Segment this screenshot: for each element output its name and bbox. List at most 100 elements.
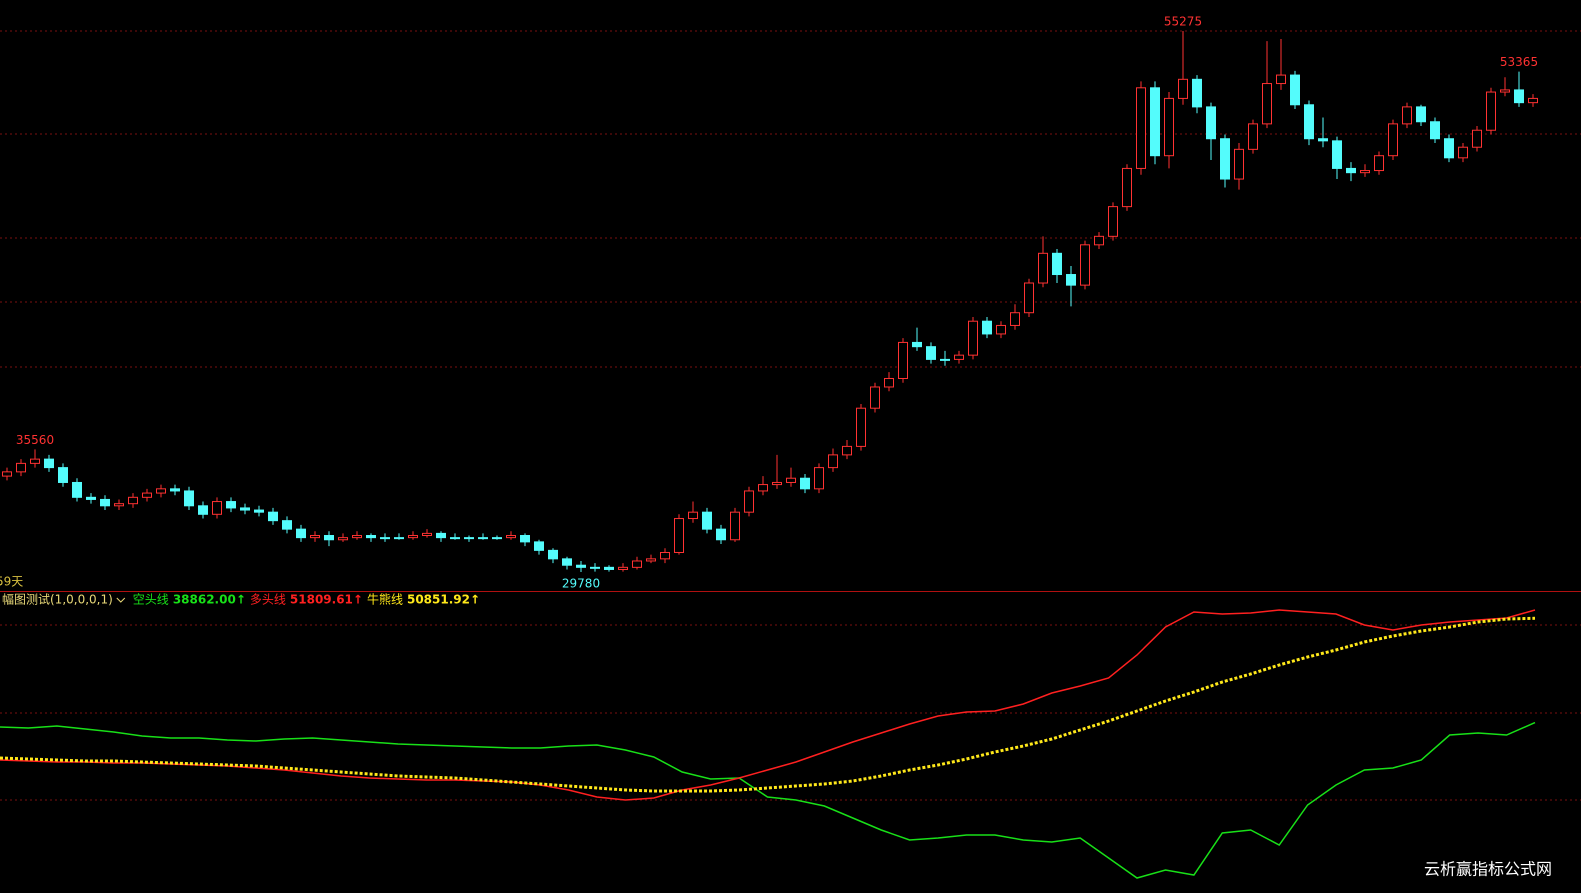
candle-body <box>534 541 544 551</box>
candle-body <box>100 498 110 507</box>
candle-body <box>1038 252 1048 284</box>
candle-body <box>702 511 712 530</box>
candle-body <box>996 324 1006 335</box>
candle-body <box>716 528 726 541</box>
candle-body <box>604 566 614 570</box>
candle-body <box>632 560 642 568</box>
candle-body <box>1528 97 1538 104</box>
legend-name: 牛熊线 <box>367 592 403 607</box>
candle-body <box>296 528 306 539</box>
candle-body <box>1052 252 1062 276</box>
candle-body <box>338 537 348 541</box>
grid <box>0 30 1581 801</box>
candle-body <box>2 471 12 477</box>
candle-body <box>1220 138 1230 180</box>
candle-body <box>492 537 502 540</box>
candle-body <box>1066 274 1076 286</box>
candle-body <box>436 532 446 539</box>
candle-body <box>1360 170 1370 174</box>
candle-body <box>156 488 166 494</box>
candle-body <box>1318 138 1328 142</box>
candle-body <box>44 458 54 469</box>
candle-body <box>1192 78 1202 108</box>
candle-body <box>1010 312 1020 326</box>
candle-body <box>1444 138 1454 159</box>
candle-body <box>422 532 432 537</box>
candle-body <box>198 505 208 515</box>
candle-body <box>1234 148 1244 180</box>
period-label: 59天 <box>0 575 23 589</box>
candle-body <box>674 518 684 553</box>
candle-body <box>86 496 96 500</box>
candle-body <box>800 477 810 490</box>
candle-body <box>380 537 390 540</box>
candle-body <box>1402 106 1412 125</box>
candle-body <box>478 537 488 540</box>
candle-body <box>324 535 334 541</box>
candle-body <box>926 346 936 360</box>
candle-body <box>1416 106 1426 123</box>
candle-body <box>1164 97 1174 157</box>
candle-body <box>170 488 180 492</box>
candle-body <box>1276 74 1286 85</box>
candle-body <box>856 407 866 447</box>
candle-body <box>1500 89 1510 93</box>
indicator-title: 幅图测试(1,0,0,0,1) <box>2 592 113 607</box>
candle-body <box>1388 123 1398 157</box>
candle-body <box>744 490 754 513</box>
candle-body <box>408 535 418 539</box>
candle-body <box>1024 282 1034 314</box>
candle-body <box>352 535 362 539</box>
candle-body <box>282 520 292 530</box>
price-annotation: 29780 <box>562 577 600 591</box>
candle-body <box>58 467 68 483</box>
candle-body <box>758 484 768 492</box>
candle-body <box>870 386 880 409</box>
candle-body <box>240 507 250 511</box>
candle-body <box>72 481 82 498</box>
legend-name: 多头线 <box>250 593 286 607</box>
candle-body <box>212 501 222 515</box>
candle-body <box>30 458 40 464</box>
candle-body <box>1094 235 1104 246</box>
legend-value: 38862.00↑ <box>173 593 246 607</box>
candle-body <box>688 511 698 520</box>
candle-body <box>660 551 670 560</box>
candle-body <box>1290 74 1300 106</box>
candle-body <box>366 535 376 539</box>
candle-body <box>842 445 852 456</box>
candle-body <box>1304 104 1314 140</box>
candle-body <box>618 566 628 570</box>
candle-body <box>268 511 278 522</box>
price-annotation: 35560 <box>16 433 54 447</box>
indicator-line <box>0 721 1536 879</box>
candle-body <box>940 358 950 361</box>
candle-body <box>968 320 978 356</box>
candle-body <box>464 537 474 540</box>
candle-body <box>548 549 558 560</box>
candle-body <box>562 558 572 566</box>
candle-body <box>254 509 264 513</box>
candle-body <box>576 564 586 568</box>
candle-body <box>1108 206 1118 237</box>
indicator-line <box>0 616 1536 793</box>
candle-body <box>646 558 656 562</box>
candle-body <box>16 462 26 473</box>
candle-body <box>450 537 460 540</box>
candle-body <box>520 535 530 543</box>
candle-body <box>184 490 194 507</box>
candle-body <box>590 566 600 569</box>
candle-body <box>828 454 838 469</box>
candle-body <box>1374 155 1384 172</box>
candle-body <box>730 511 740 541</box>
candle-body <box>898 341 908 379</box>
candle-body <box>1472 129 1482 148</box>
candle-body <box>814 467 824 490</box>
candle-body <box>1136 87 1146 169</box>
candle-body <box>772 481 782 486</box>
indicator-line <box>0 609 1536 801</box>
candle-body <box>1178 78 1188 99</box>
watermark: 云析赢指标公式网 <box>1424 860 1552 879</box>
